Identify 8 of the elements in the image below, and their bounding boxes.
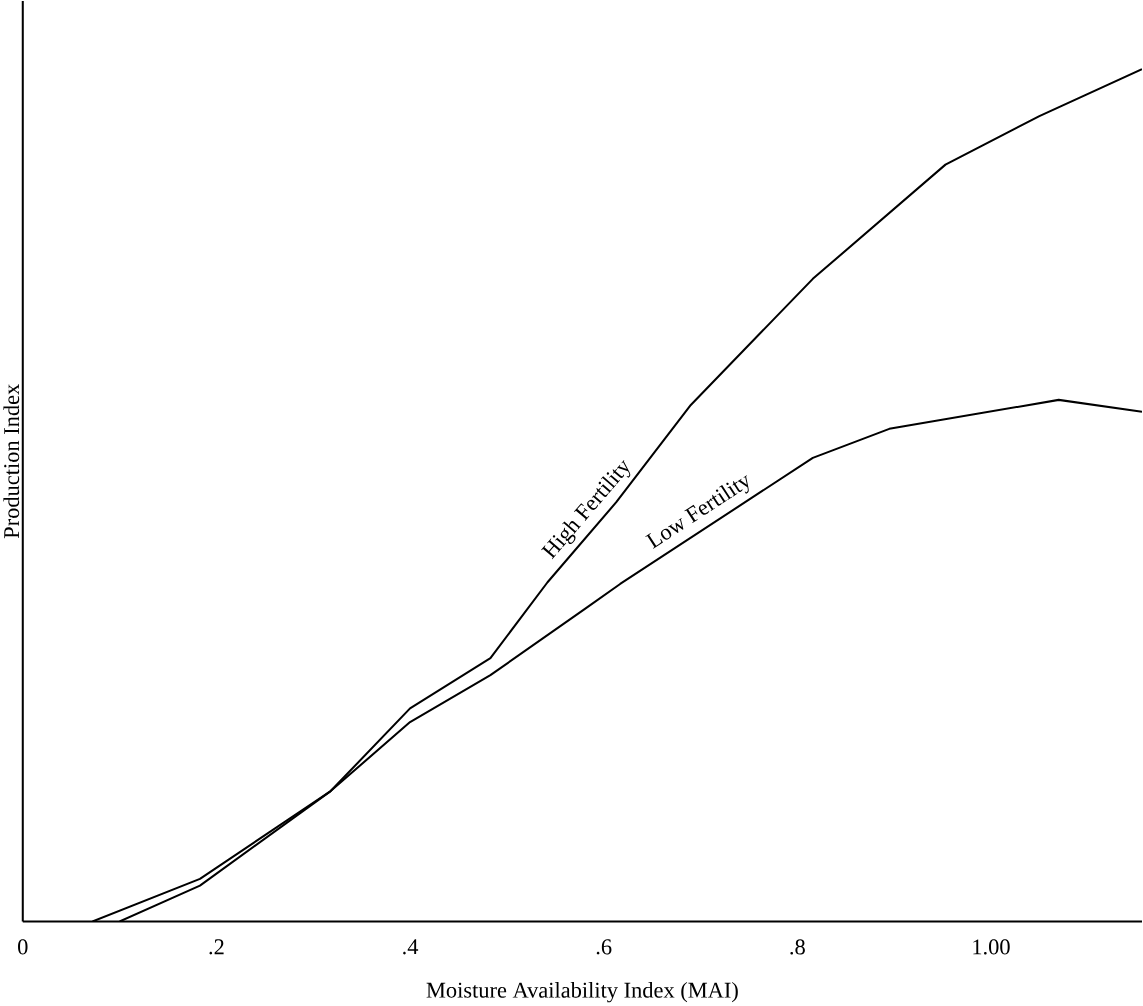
x-tick-label: .2: [209, 939, 224, 955]
x-tick-label: .6: [596, 939, 612, 955]
x-tick-label: .4: [403, 939, 419, 955]
x-tick-label: .8: [790, 939, 805, 955]
y-axis-title: Production Index: [3, 384, 20, 539]
x-axis-title: Moisture Availability Index (MAI): [426, 982, 738, 1003]
x-tick-label: 0: [18, 939, 28, 955]
x-tick-label: 1.00: [973, 939, 1010, 955]
